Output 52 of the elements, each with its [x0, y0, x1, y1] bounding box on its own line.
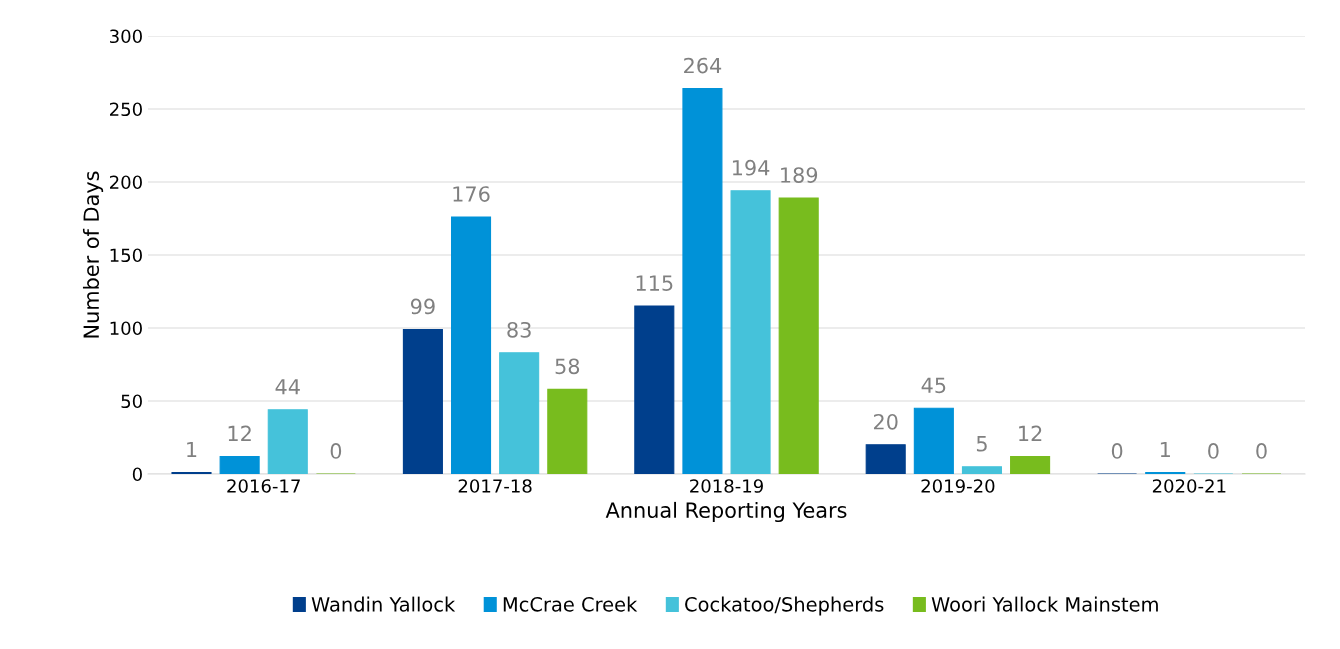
- data-label: 0: [1111, 443, 1123, 459]
- bar: [730, 190, 771, 474]
- bar: [499, 352, 540, 474]
- legend-label: Woori Yallock Mainstem: [931, 596, 1158, 612]
- data-label: 1: [187, 441, 197, 458]
- x-tick-label: 2018-19: [690, 479, 763, 493]
- x-tick-label: 2020-21: [1152, 479, 1226, 493]
- data-label: 5: [976, 436, 987, 452]
- bar: [913, 407, 954, 474]
- bar: [402, 328, 443, 474]
- data-label: 58: [555, 358, 580, 375]
- data-label: 0: [1208, 443, 1219, 459]
- data-label: 12: [1019, 425, 1042, 442]
- y-axis-title: Number of Days: [82, 171, 104, 338]
- data-label: 20: [873, 413, 898, 430]
- data-label: 0: [330, 443, 342, 459]
- data-label: 115: [636, 275, 673, 291]
- bar: [778, 197, 819, 474]
- x-tick-label: 2017-18: [458, 479, 532, 493]
- y-tick-label: 200: [110, 175, 142, 190]
- x-axis-title: Annual Reporting Years: [605, 501, 847, 523]
- bar: [682, 88, 723, 474]
- y-tick-label: 300: [110, 29, 142, 44]
- y-tick-label: 0: [132, 467, 142, 482]
- bar: [1010, 455, 1051, 474]
- data-label: 12: [228, 425, 251, 442]
- data-label: 44: [275, 379, 300, 395]
- x-tick-label: 2016-17: [227, 479, 300, 493]
- bar: [865, 444, 906, 474]
- y-tick-label: 250: [110, 102, 142, 117]
- data-label: 83: [507, 321, 531, 338]
- data-label: 176: [453, 186, 490, 202]
- x-tick-label: 2019-20: [921, 479, 995, 493]
- bar: [219, 455, 260, 474]
- data-label: 189: [781, 167, 818, 183]
- y-tick-label: 50: [121, 394, 142, 409]
- data-label: 264: [684, 57, 722, 74]
- bar: [634, 305, 675, 474]
- bar: [450, 216, 492, 474]
- bar: [961, 466, 1003, 474]
- data-label: 0: [1256, 443, 1267, 459]
- data-label: 1: [1160, 441, 1170, 458]
- y-tick-label: 150: [110, 248, 142, 263]
- data-label: 45: [921, 377, 946, 394]
- data-label: 194: [732, 159, 770, 176]
- legend-label: McCrae Creek: [503, 596, 638, 612]
- bar: [547, 388, 588, 474]
- y-tick-label: 100: [110, 321, 142, 336]
- bar: [267, 409, 308, 474]
- data-label: 99: [410, 298, 435, 315]
- legend-label: Wandin Yallock: [311, 596, 456, 612]
- legend-label: Cockatoo/Shepherds: [685, 596, 884, 616]
